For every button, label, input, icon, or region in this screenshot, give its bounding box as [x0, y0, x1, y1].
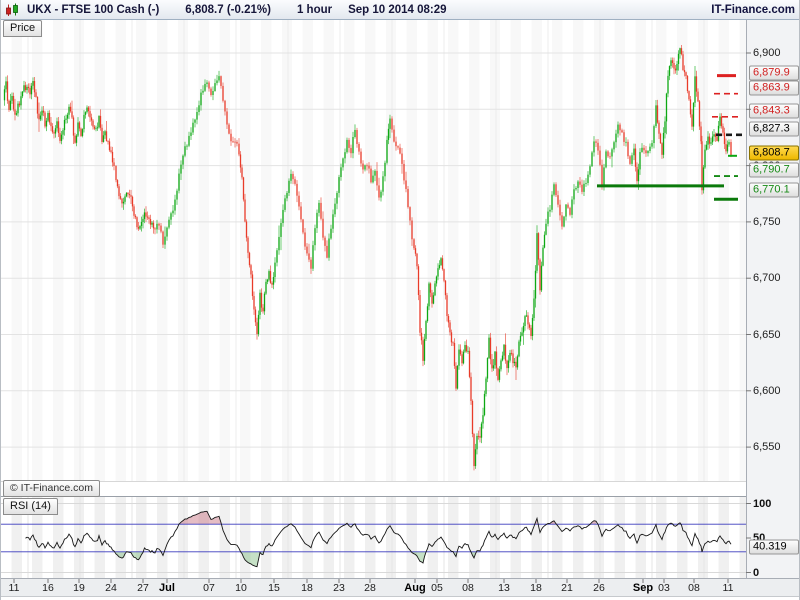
tab-price-pane[interactable]: Price [3, 20, 43, 37]
title-bar: UKX - FTSE 100 Cash (-) 6,808.7 (-0.21%)… [1, 0, 799, 20]
price-tick-label: 6,650 [753, 328, 781, 341]
day-label: 11 [8, 582, 20, 594]
price-plot-area[interactable] [1, 20, 746, 481]
month-label: Aug [404, 582, 426, 594]
day-label: 27 [137, 582, 149, 594]
copyright-watermark: © IT-Finance.com [3, 480, 101, 497]
price-level-box: 6,863.9 [749, 80, 799, 96]
day-label: 03 [658, 582, 670, 594]
price-tick-label: 6,550 [753, 441, 781, 454]
day-label: 08 [462, 582, 474, 594]
day-label: 28 [364, 582, 376, 594]
last-price-and-change: 6,808.7 (-0.21%) [185, 3, 271, 16]
day-label: 23 [333, 582, 345, 594]
day-label: 10 [235, 582, 247, 594]
month-label: Jul [159, 582, 175, 594]
timeframe-label: 1 hour [296, 3, 333, 16]
day-label: 18 [301, 582, 313, 594]
rsi-tick-label: 0 [753, 566, 760, 579]
price-tick-label: 6,600 [753, 384, 781, 397]
price-tick-label: 6,900 [753, 47, 781, 59]
day-label: 18 [530, 582, 542, 594]
day-label: 26 [593, 582, 605, 594]
price-tick-label: 6,700 [753, 272, 781, 285]
tab-rsi-indicator[interactable]: RSI (14) [3, 498, 58, 515]
candlestick-icon [5, 3, 20, 17]
price-level-box: 6,879.9 [749, 65, 799, 81]
price-plot-bottom-margin [1, 481, 746, 497]
current-price-box: 6,808.7 [749, 145, 799, 160]
day-label: 13 [498, 582, 510, 594]
day-label: 11 [722, 582, 734, 594]
month-label: Sep [632, 582, 654, 594]
price-level-box: 6,770.1 [749, 182, 799, 198]
day-label: 19 [73, 582, 85, 594]
datetime-label: Sep 10 2014 08:29 [348, 3, 447, 16]
price-level-box: 6,827.3 [749, 121, 799, 137]
price-level-box: 6,843.3 [749, 103, 799, 119]
time-axis[interactable]: 11 16 19 24 27 Jul 07 10 15 18 23 28 Aug 05 08 13 18 21 26… [1, 578, 799, 597]
day-label: 21 [561, 582, 573, 594]
instrument-title: UKX - FTSE 100 Cash (-) [27, 3, 160, 16]
pane-divider[interactable] [1, 496, 799, 497]
day-label: 24 [105, 582, 117, 594]
day-label: 16 [42, 582, 54, 594]
rsi-plot-area[interactable] [1, 497, 746, 578]
day-label: 05 [431, 582, 443, 594]
day-label: 07 [203, 582, 215, 594]
price-tick-label: 6,750 [753, 215, 781, 228]
rsi-tick-label: 100 [753, 497, 772, 510]
rsi-value-box: 40.319 [749, 539, 799, 555]
price-level-box: 6,790.7 [749, 162, 799, 178]
brand-label: IT-Finance.com [711, 3, 795, 16]
day-label: 08 [688, 582, 700, 594]
day-label: 15 [268, 582, 280, 594]
price-axis[interactable]: 6,9006,8506,8006,7506,7006,6506,6006,550… [746, 20, 799, 579]
